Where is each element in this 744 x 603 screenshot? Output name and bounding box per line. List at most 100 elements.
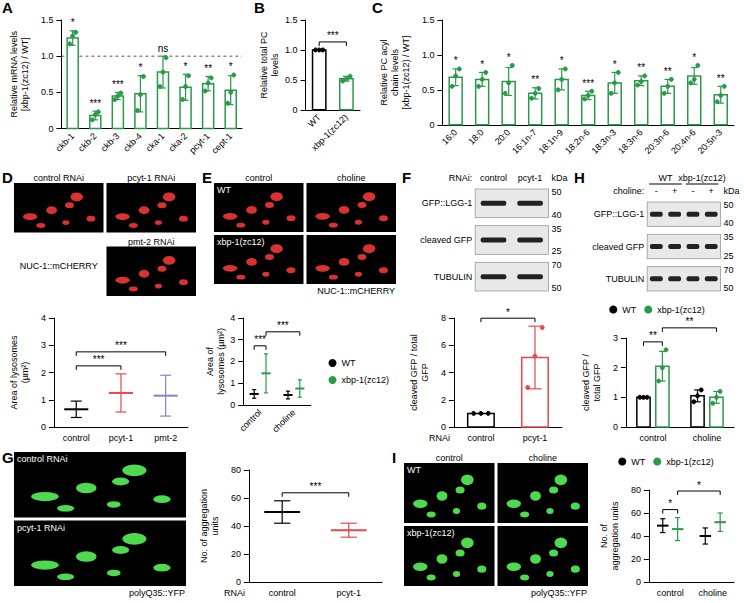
svg-text:0.5: 0.5 [285, 75, 298, 85]
svg-text:pmt-2: pmt-2 [154, 433, 177, 443]
svg-text:polyQ35::YFP: polyQ35::YFP [531, 588, 587, 598]
svg-text:levels: levels [270, 53, 280, 77]
svg-text:***: *** [277, 320, 289, 331]
svg-text:20:4n-6: 20:4n-6 [669, 127, 698, 156]
svg-text:WT: WT [622, 305, 636, 315]
svg-text:40: 40 [551, 210, 561, 220]
svg-text:RNAi:: RNAi: [449, 173, 473, 183]
svg-text:*: * [138, 62, 142, 73]
svg-text:***: *** [310, 481, 322, 492]
svg-text:16:1n-7: 16:1n-7 [510, 127, 539, 156]
svg-text:0: 0 [48, 124, 53, 134]
svg-text:**: ** [664, 66, 672, 77]
svg-text:*: * [506, 307, 510, 318]
svg-text:ns: ns [158, 43, 169, 54]
svg-text:*: * [668, 498, 672, 509]
svg-text:WT: WT [341, 358, 355, 368]
svg-text:2: 2 [613, 363, 618, 373]
svg-text:40: 40 [631, 531, 641, 541]
svg-text:0: 0 [441, 422, 446, 432]
svg-text:***: *** [89, 98, 101, 109]
svg-text:***: *** [93, 354, 105, 365]
svg-text:control: control [63, 433, 90, 443]
svg-text:6: 6 [441, 340, 446, 350]
svg-text:xbp-1(zc12): xbp-1(zc12) [309, 112, 350, 153]
svg-text:18:3n-3: 18:3n-3 [590, 127, 619, 156]
svg-text:ckb-2: ckb-2 [76, 131, 99, 154]
svg-text:pcyt-1: pcyt-1 [336, 588, 361, 598]
svg-text:lysosomes (µm²): lysosomes (µm²) [216, 328, 226, 395]
svg-text:*: * [560, 55, 564, 66]
svg-text:80: 80 [631, 485, 641, 495]
svg-text:Relative total PC: Relative total PC [259, 31, 269, 99]
svg-text:4: 4 [41, 313, 46, 323]
svg-text:control: control [639, 433, 666, 443]
svg-text:pcyt-1: pcyt-1 [518, 173, 543, 183]
svg-text:50: 50 [723, 283, 733, 293]
svg-text:0: 0 [230, 400, 235, 410]
svg-text:xbp-1(zc12): xbp-1(zc12) [666, 457, 714, 467]
svg-text:18:0: 18:0 [466, 127, 485, 146]
svg-text:18:1n-9: 18:1n-9 [537, 127, 566, 156]
svg-text:18:3n-6: 18:3n-6 [616, 127, 645, 156]
svg-text:pcyt-1 RNAi: pcyt-1 RNAi [127, 173, 175, 183]
svg-text:choline: choline [698, 588, 727, 598]
svg-text:TUBULIN: TUBULIN [606, 274, 645, 284]
svg-text:50: 50 [551, 283, 561, 293]
svg-text:choline: choline [270, 407, 297, 434]
svg-text:*: * [454, 55, 458, 66]
svg-text:(µm²): (µm²) [20, 362, 30, 384]
svg-text:units: units [210, 516, 220, 536]
svg-text:[xbp-1(zc12) / WT]: [xbp-1(zc12) / WT] [401, 35, 411, 109]
svg-text:-: - [691, 186, 694, 196]
svg-text:xbp-1(zc12): xbp-1(zc12) [341, 375, 389, 385]
svg-text:0: 0 [429, 120, 434, 130]
svg-text:No. of: No. of [599, 523, 609, 548]
svg-text:ckb-1: ckb-1 [54, 131, 77, 154]
svg-text:cleaved GFP: cleaved GFP [592, 242, 644, 252]
svg-text:25: 25 [723, 251, 733, 261]
svg-text:TUBULIN: TUBULIN [434, 272, 473, 282]
svg-text:0: 0 [293, 105, 298, 115]
svg-text:choline: choline [337, 173, 366, 183]
svg-text:4: 4 [441, 368, 446, 378]
svg-text:20:3n-6: 20:3n-6 [643, 127, 672, 156]
svg-text:**: ** [717, 73, 725, 84]
svg-text:WT: WT [217, 185, 231, 195]
svg-text:WT: WT [407, 465, 421, 475]
svg-text:control: control [657, 588, 684, 598]
svg-text:Area of: Area of [205, 346, 215, 376]
svg-text:GFP::LGG-1: GFP::LGG-1 [594, 209, 645, 219]
svg-text:ckb-4: ckb-4 [121, 131, 144, 154]
svg-text:***: *** [254, 334, 266, 345]
svg-text:NUC-1::mCHERRY: NUC-1::mCHERRY [317, 286, 395, 296]
svg-text:xbp-1(zc12): xbp-1(zc12) [217, 237, 265, 247]
svg-text:70: 70 [723, 265, 733, 275]
svg-text:1: 1 [230, 378, 235, 388]
svg-text:1.0: 1.0 [422, 50, 435, 60]
svg-text:20: 20 [631, 554, 641, 564]
svg-text:**: ** [649, 330, 657, 341]
svg-text:Relative mRNA levels: Relative mRNA levels [9, 31, 19, 118]
svg-text:control: control [436, 453, 463, 463]
svg-text:control RNAi: control RNAi [17, 454, 68, 464]
svg-text:80: 80 [231, 465, 241, 475]
svg-text:3: 3 [41, 340, 46, 350]
svg-text:0: 0 [41, 422, 46, 432]
svg-text:xbp-1(zc12): xbp-1(zc12) [657, 305, 705, 315]
svg-text:*: * [692, 52, 696, 63]
svg-text:2: 2 [230, 356, 235, 366]
svg-text:GFP::LGG-1: GFP::LGG-1 [422, 198, 473, 208]
svg-text:cleaved GFP: cleaved GFP [420, 235, 472, 245]
svg-text:aggregation units: aggregation units [610, 501, 620, 571]
svg-text:cka-2: cka-2 [166, 131, 189, 154]
svg-text:Relative PC acyl: Relative PC acyl [379, 39, 389, 105]
svg-text:cept-1: cept-1 [210, 131, 235, 156]
svg-text:0.5: 0.5 [422, 85, 435, 95]
svg-text:pcyt-1: pcyt-1 [187, 131, 211, 155]
svg-text:50: 50 [723, 200, 733, 210]
svg-text:1.0: 1.0 [41, 51, 54, 61]
svg-text:70: 70 [551, 260, 561, 270]
svg-text:40: 40 [231, 521, 241, 531]
svg-text:GFP: GFP [420, 363, 430, 382]
